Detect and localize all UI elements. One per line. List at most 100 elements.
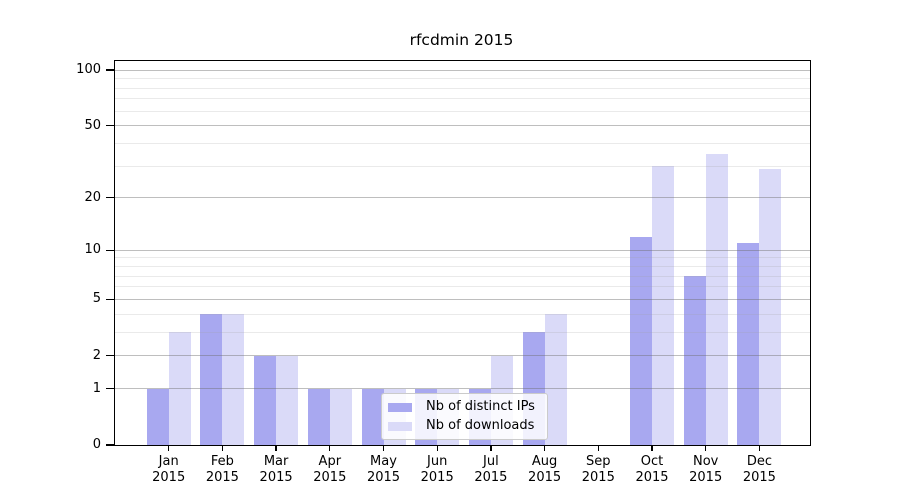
minor-gridline xyxy=(115,275,810,277)
x-tick-label: Jun 2015 xyxy=(405,454,469,486)
y-tick-label: 1 xyxy=(92,380,101,396)
x-tick-label: Jan 2015 xyxy=(137,454,201,486)
plot-area: 0 1 2 5 10 20 50 100 Jan 2015 Feb 2015 Mar 2015 Apr 201… xyxy=(76,60,811,485)
major-gridline xyxy=(115,355,810,357)
bar-distinct-ips-may xyxy=(361,388,384,445)
y-tick xyxy=(106,387,114,390)
bar-downloads-feb xyxy=(222,314,245,445)
major-gridline xyxy=(115,388,810,390)
x-tick xyxy=(543,445,546,451)
bar-distinct-ips-nov xyxy=(683,276,706,445)
bar-distinct-ips-apr xyxy=(307,388,330,445)
x-tick-year: 2015 xyxy=(205,470,239,485)
legend-swatch-distinct-ips xyxy=(388,402,412,412)
y-tick-label: 20 xyxy=(84,189,101,205)
x-tick-year: 2015 xyxy=(420,470,454,485)
x-tick-month: Sep xyxy=(586,454,611,469)
bar-distinct-ips-mar xyxy=(254,355,277,445)
x-tick-label: Feb 2015 xyxy=(190,454,254,486)
x-tick xyxy=(651,445,653,451)
y-tick-label: 10 xyxy=(84,242,101,258)
y-tick-label: 2 xyxy=(92,347,101,363)
bar-downloads-apr xyxy=(329,388,352,445)
major-gridline xyxy=(115,298,810,300)
x-tick-month: Apr xyxy=(318,454,342,469)
x-tick-month: Aug xyxy=(531,454,558,469)
x-tick-month: May xyxy=(370,454,397,469)
bar-distinct-ips-oct xyxy=(630,236,652,445)
x-tick-year: 2015 xyxy=(528,470,562,485)
legend-row-downloads: Nb of downloads xyxy=(388,419,539,433)
x-tick xyxy=(275,445,277,451)
major-gridline xyxy=(115,69,810,71)
x-tick-label: Nov 2015 xyxy=(674,454,738,486)
x-tick-month: Jun xyxy=(427,454,448,469)
x-tick-month: Nov xyxy=(693,454,719,469)
y-tick xyxy=(106,444,114,446)
legend-row-distinct-ips: Nb of distinct IPs xyxy=(388,400,539,414)
bar-distinct-ips-feb xyxy=(200,314,223,445)
x-tick-month: Feb xyxy=(210,454,234,469)
bar-distinct-ips-dec xyxy=(737,243,760,445)
y-tick xyxy=(106,355,114,357)
minor-gridline xyxy=(115,78,810,80)
minor-gridline xyxy=(115,266,810,268)
legend-label-downloads: Nb of downloads xyxy=(426,418,535,433)
minor-gridline xyxy=(115,257,810,259)
x-tick xyxy=(436,445,438,451)
x-tick-month: Oct xyxy=(640,454,664,469)
y-tick xyxy=(106,124,114,127)
minor-gridline xyxy=(115,165,810,167)
minor-gridline xyxy=(115,87,810,89)
y-tick-label: 0 xyxy=(92,437,101,452)
x-tick-month: Jul xyxy=(483,454,499,469)
x-tick-label: Sep 2015 xyxy=(566,454,630,486)
minor-gridline xyxy=(115,142,810,144)
x-tick-year: 2015 xyxy=(474,470,508,485)
y-tick xyxy=(106,298,114,301)
chart-title: rfcdmin 2015 xyxy=(409,31,514,49)
x-tick-year: 2015 xyxy=(581,470,615,485)
x-tick-label: Mar 2015 xyxy=(244,454,308,486)
y-tick-label: 50 xyxy=(84,117,101,133)
x-tick-month: Jan xyxy=(158,454,179,469)
bar-downloads-mar xyxy=(276,355,299,445)
x-tick-label: Apr 2015 xyxy=(298,454,362,486)
major-gridline xyxy=(115,249,810,251)
bar-distinct-ips-jan xyxy=(146,388,169,445)
x-tick-year: 2015 xyxy=(742,470,776,485)
y-tick-label: 5 xyxy=(92,291,101,307)
y-tick xyxy=(106,249,114,251)
x-tick xyxy=(382,445,385,451)
x-tick-year: 2015 xyxy=(366,470,401,485)
x-tick xyxy=(705,445,707,451)
x-tick-year: 2015 xyxy=(313,470,347,485)
x-tick xyxy=(597,445,599,451)
x-tick xyxy=(490,445,492,451)
x-tick-label: Jul 2015 xyxy=(459,454,523,486)
legend: Nb of distinct IPs Nb of downloads xyxy=(381,393,548,440)
x-tick-label: May 2015 xyxy=(352,454,416,486)
bar-downloads-nov xyxy=(705,153,728,445)
bar-downloads-dec xyxy=(759,168,782,445)
x-tick-year: 2015 xyxy=(635,470,669,485)
minor-gridline xyxy=(115,331,810,333)
x-tick-label: Oct 2015 xyxy=(620,454,684,486)
legend-swatch-downloads xyxy=(388,421,412,431)
x-tick-year: 2015 xyxy=(689,470,723,485)
x-tick-year: 2015 xyxy=(259,470,293,485)
minor-gridline xyxy=(115,286,810,288)
bar-downloads-jan xyxy=(168,332,191,445)
x-tick-month: Dec xyxy=(746,454,772,469)
y-tick-label: 100 xyxy=(76,62,101,78)
x-tick xyxy=(758,445,761,451)
y-tick xyxy=(106,69,114,71)
bar-downloads-aug xyxy=(544,314,567,445)
minor-gridline xyxy=(115,110,810,112)
minor-gridline xyxy=(115,313,810,315)
bar-downloads-oct xyxy=(652,166,674,445)
legend-label-distinct-ips: Nb of distinct IPs xyxy=(426,399,535,414)
y-tick xyxy=(106,196,114,199)
x-tick xyxy=(329,445,331,451)
